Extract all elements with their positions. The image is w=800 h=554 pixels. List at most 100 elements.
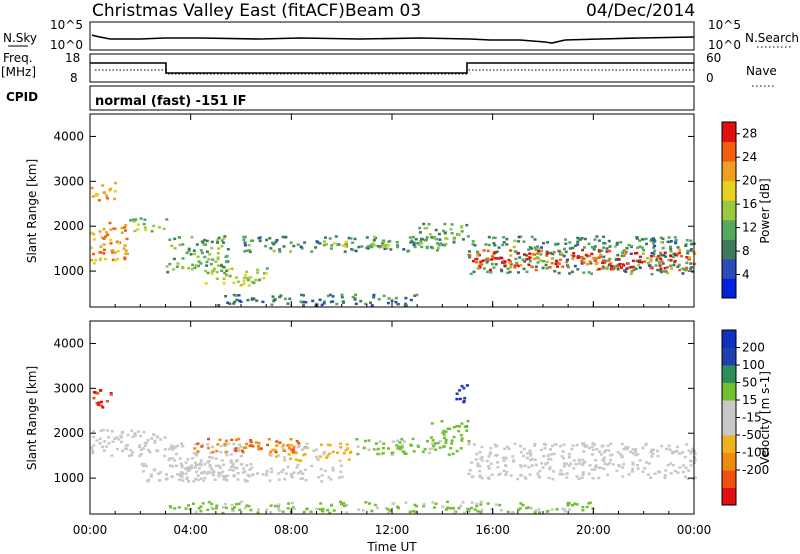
heatmap-cell bbox=[596, 268, 599, 271]
heatmap-cell bbox=[443, 244, 446, 247]
heatmap-cell bbox=[602, 266, 606, 270]
heatmap-cell bbox=[257, 445, 260, 448]
heatmap-cell bbox=[422, 222, 426, 226]
heatmap-cell bbox=[234, 447, 238, 450]
heatmap-cell bbox=[599, 466, 603, 469]
heatmap-cell bbox=[574, 463, 578, 466]
heatmap-cell bbox=[605, 250, 609, 253]
heatmap-cell bbox=[537, 249, 541, 253]
heatmap-cell bbox=[436, 441, 440, 445]
heatmap-cell bbox=[652, 252, 656, 255]
heatmap-cell bbox=[311, 299, 315, 303]
heatmap-cell bbox=[413, 503, 417, 507]
heatmap-cell bbox=[509, 254, 513, 257]
velocity-colorbar-label: Velocity [m s-1] bbox=[758, 371, 772, 465]
heatmap-cell bbox=[413, 294, 417, 297]
heatmap-cell bbox=[506, 271, 510, 275]
heatmap-cell bbox=[659, 269, 663, 272]
heatmap-cell bbox=[222, 241, 225, 244]
heatmap-cell bbox=[616, 268, 620, 271]
heatmap-cell bbox=[244, 273, 248, 277]
heatmap-cell bbox=[656, 454, 660, 458]
heatmap-cell bbox=[475, 257, 479, 261]
heatmap-cell bbox=[90, 446, 93, 449]
heatmap-cell bbox=[342, 502, 346, 505]
heatmap-cell bbox=[318, 242, 322, 245]
heatmap-cell bbox=[640, 261, 644, 264]
heatmap-cell bbox=[270, 303, 274, 306]
heatmap-cell bbox=[669, 472, 673, 475]
heatmap-cell bbox=[628, 266, 632, 269]
heatmap-cell bbox=[196, 463, 200, 467]
colorbar-tick-label: 200 bbox=[742, 341, 765, 355]
heatmap-cell bbox=[102, 243, 106, 246]
heatmap-cell bbox=[504, 473, 508, 476]
heatmap-cell bbox=[250, 298, 254, 301]
heatmap-cell bbox=[601, 261, 605, 265]
heatmap-cell bbox=[111, 440, 115, 443]
heatmap-cell bbox=[242, 238, 246, 242]
heatmap-cell bbox=[452, 238, 456, 241]
heatmap-cell bbox=[548, 448, 552, 451]
heatmap-cell bbox=[455, 392, 459, 395]
freq-tick-high: 18 bbox=[65, 51, 80, 65]
heatmap-cell bbox=[584, 445, 588, 448]
heatmap-cell bbox=[269, 511, 273, 514]
heatmap-cell bbox=[536, 245, 539, 249]
heatmap-cell bbox=[566, 258, 569, 262]
heatmap-cell bbox=[476, 464, 480, 468]
heatmap-cell bbox=[246, 298, 250, 302]
heatmap-cell bbox=[624, 446, 628, 449]
heatmap-cell bbox=[247, 284, 251, 287]
heatmap-cell bbox=[658, 470, 662, 474]
heatmap-cell bbox=[147, 448, 150, 452]
heatmap-cell bbox=[546, 454, 550, 457]
heatmap-cell bbox=[487, 464, 490, 468]
heatmap-cell bbox=[95, 402, 99, 405]
heatmap-cell bbox=[659, 257, 663, 261]
freq-tick-low: 8 bbox=[70, 71, 78, 85]
heatmap-cell bbox=[676, 246, 680, 249]
heatmap-cell bbox=[339, 464, 343, 467]
heatmap-cell bbox=[587, 502, 591, 505]
heatmap-cell bbox=[641, 446, 645, 450]
heatmap-cell bbox=[171, 457, 175, 460]
heatmap-cell bbox=[655, 259, 659, 262]
heatmap-cell bbox=[290, 448, 294, 451]
heatmap-cell bbox=[335, 302, 339, 306]
heatmap-cell bbox=[296, 463, 300, 467]
heatmap-cell bbox=[522, 267, 526, 271]
heatmap-cell bbox=[150, 437, 154, 440]
heatmap-cell bbox=[551, 477, 555, 481]
heatmap-cell bbox=[328, 293, 332, 297]
heatmap-cell bbox=[659, 267, 663, 270]
nsky-tick-high: 10^5 bbox=[50, 18, 83, 32]
heatmap-cell bbox=[347, 458, 351, 461]
heatmap-cell bbox=[534, 509, 538, 512]
heatmap-cell bbox=[218, 466, 222, 469]
heatmap-cell bbox=[193, 461, 197, 464]
heatmap-cell bbox=[340, 475, 344, 479]
heatmap-cell bbox=[431, 246, 435, 250]
heatmap-cell bbox=[484, 243, 488, 246]
heatmap-cell bbox=[394, 300, 398, 304]
nsearch-tick-high: 10^5 bbox=[708, 18, 741, 32]
heatmap-cell bbox=[565, 462, 568, 465]
heatmap-cell bbox=[216, 238, 220, 242]
heatmap-cell bbox=[291, 506, 295, 509]
heatmap-cell bbox=[269, 454, 273, 457]
heatmap-cell bbox=[486, 502, 490, 505]
heatmap-cell bbox=[248, 468, 252, 471]
heatmap-cell bbox=[243, 478, 247, 482]
heatmap-cell bbox=[643, 467, 647, 470]
heatmap-cell bbox=[567, 456, 571, 459]
heatmap-cell bbox=[210, 467, 214, 471]
heatmap-cell bbox=[540, 246, 543, 249]
heatmap-cell bbox=[396, 245, 400, 249]
heatmap-cell bbox=[120, 231, 124, 234]
heatmap-cell bbox=[190, 466, 194, 469]
heatmap-cell bbox=[650, 251, 654, 255]
heatmap-cell bbox=[664, 270, 668, 273]
heatmap-cell bbox=[554, 259, 558, 263]
heatmap-cell bbox=[442, 429, 446, 433]
